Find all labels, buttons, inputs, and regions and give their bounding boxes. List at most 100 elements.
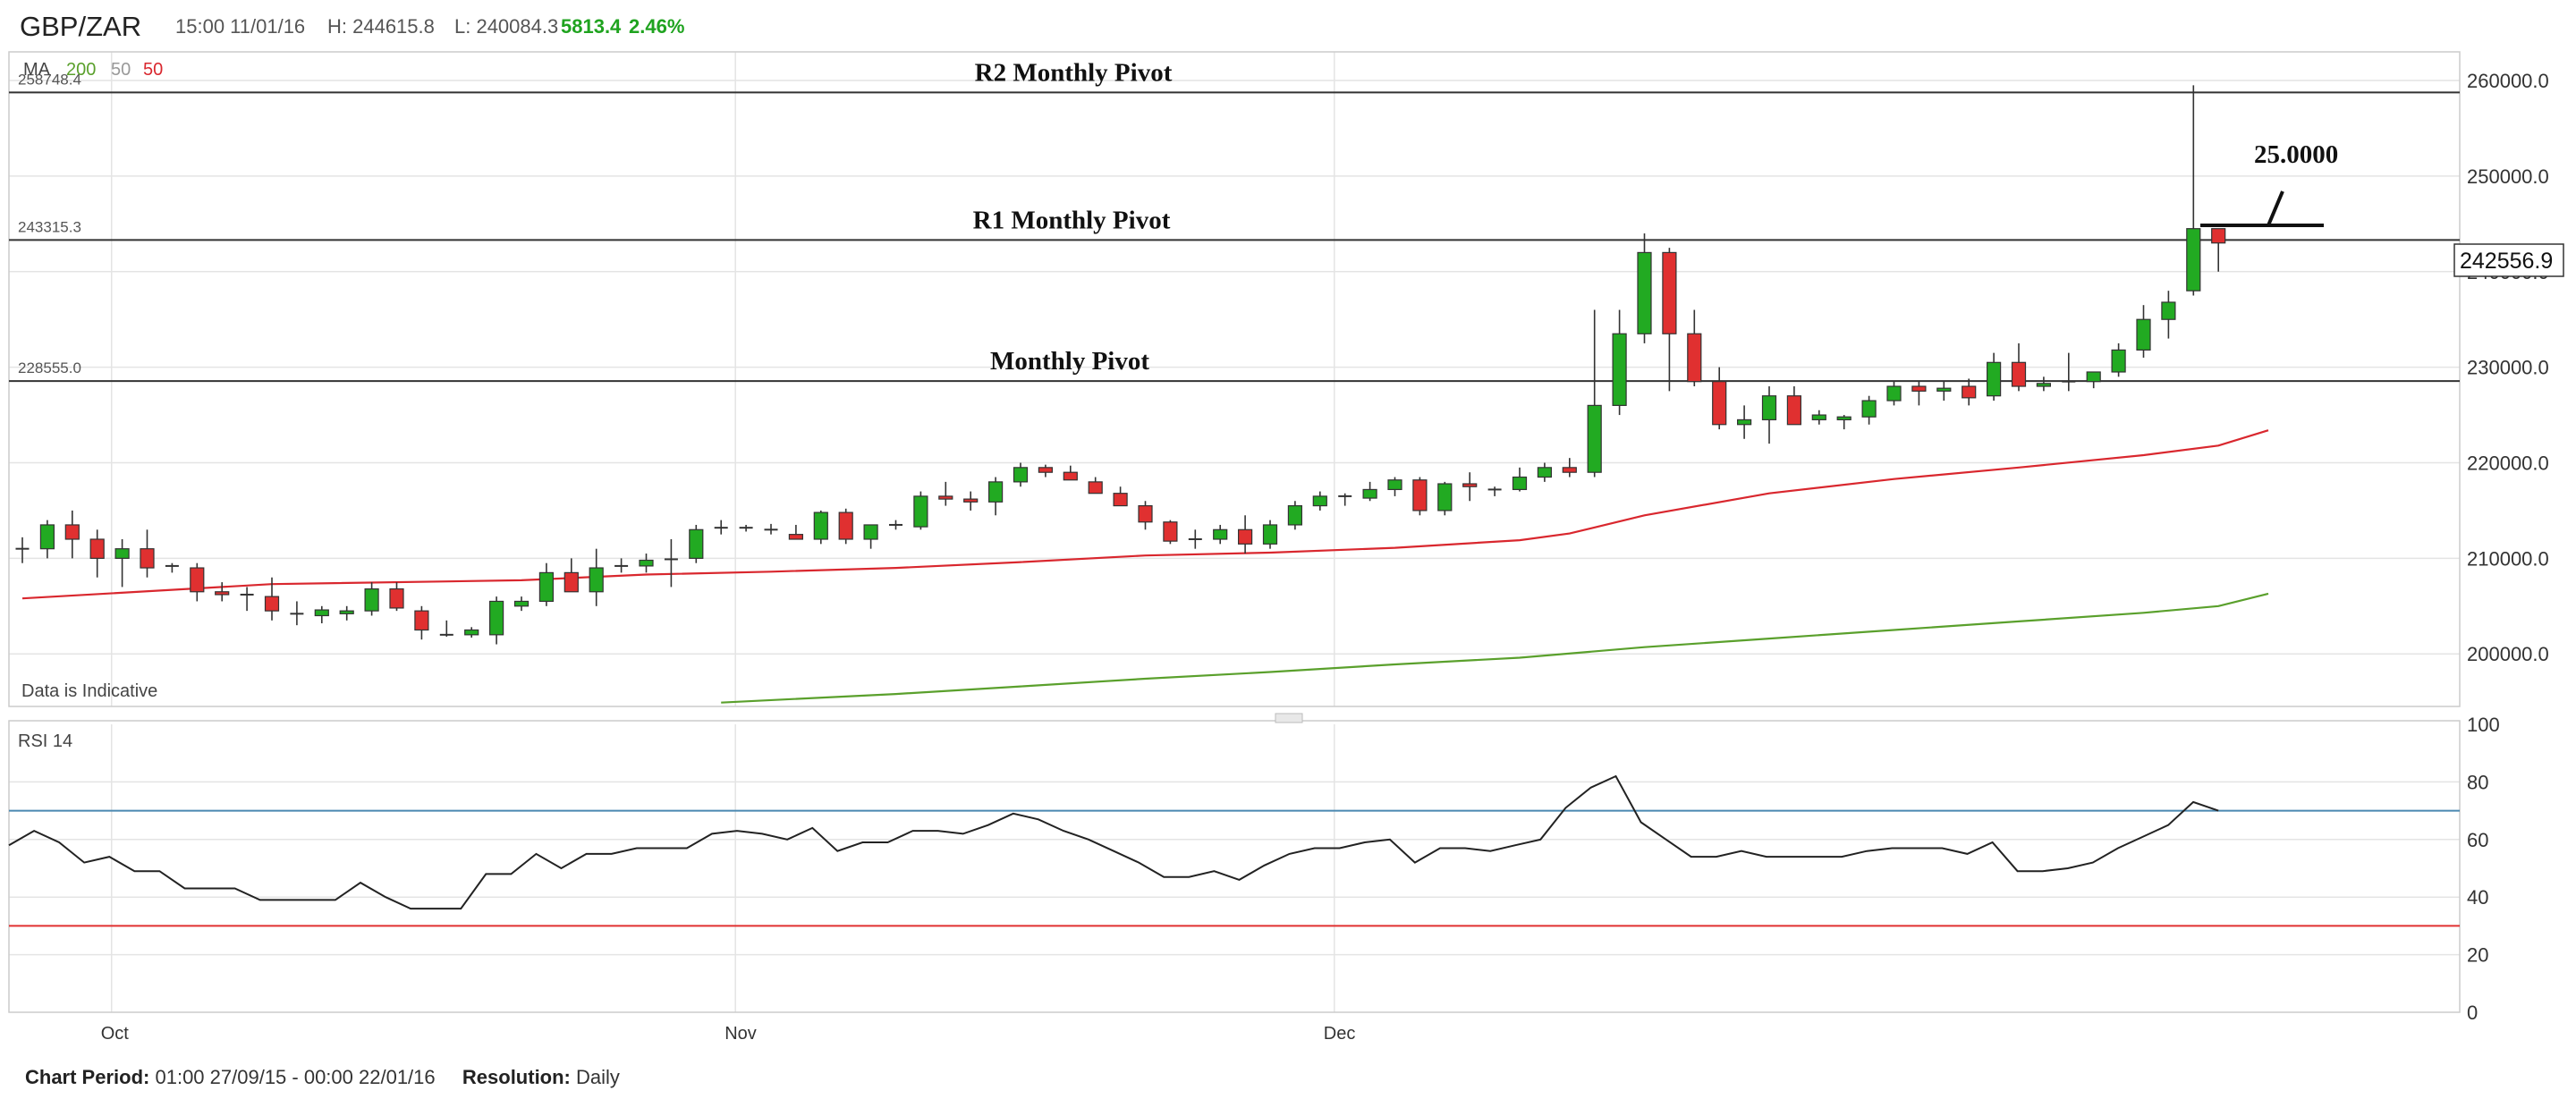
- pivot-level-label: 243315.3: [18, 218, 81, 235]
- ma-legend-200: 200: [66, 60, 96, 80]
- candle-body: [589, 567, 604, 593]
- candle-body: [1213, 528, 1228, 540]
- rsi-tick-label: 20: [2467, 944, 2488, 967]
- candle-body: [1262, 524, 1278, 545]
- rsi-indicator: [8, 774, 2460, 927]
- price-tick-label: 220000.0: [2467, 452, 2549, 475]
- current-price-value: 242556.9: [2460, 249, 2553, 274]
- candle-body: [813, 511, 828, 540]
- rsi-tick-label: 0: [2467, 1002, 2478, 1024]
- rsi-tick-label: 60: [2467, 829, 2488, 851]
- panel-resize-handle[interactable]: [1275, 713, 1303, 723]
- candle-body: [464, 629, 479, 636]
- candle-body: [364, 588, 379, 612]
- candle-body: [2161, 301, 2176, 320]
- annotation-value: 25.0000: [2254, 140, 2338, 169]
- candle-body: [1088, 481, 1103, 495]
- candle-body: [2136, 318, 2151, 351]
- candle-body: [414, 610, 429, 631]
- price-annotation: 25.0000: [2200, 140, 2338, 227]
- candle-body: [1786, 395, 1802, 426]
- candle-body: [639, 559, 654, 567]
- candle-body: [1861, 400, 1877, 418]
- month-label: Nov: [724, 1024, 757, 1044]
- month-label: Oct: [101, 1024, 130, 1044]
- candle-body: [1462, 483, 1478, 487]
- candle-body: [1038, 467, 1054, 473]
- candle-body: [2186, 228, 2201, 292]
- candle-body: [389, 588, 404, 609]
- high-value: H: 244615.8: [327, 15, 435, 38]
- candle-body: [1886, 385, 1902, 402]
- candle-body: [140, 548, 155, 569]
- rsi-tick-label: 80: [2467, 771, 2488, 793]
- price-tick-label: 260000.0: [2467, 70, 2549, 92]
- resolution-label: Resolution:: [462, 1066, 571, 1088]
- price-tick-label: 210000.0: [2467, 547, 2549, 570]
- ma-red-line: [21, 429, 2269, 600]
- candle-body: [1562, 467, 1577, 473]
- candle-body: [1237, 528, 1253, 545]
- candle-body: [2211, 228, 2226, 244]
- candle-body: [1662, 251, 1677, 334]
- candle-body: [114, 548, 130, 559]
- symbol-title: GBP/ZAR: [20, 11, 142, 42]
- candle-body: [1412, 479, 1428, 511]
- rsi-line: [8, 774, 2219, 910]
- candle-body: [1612, 333, 1627, 406]
- pivot-annotation: R2 Monthly Pivot: [975, 58, 1173, 87]
- candle-body: [1013, 467, 1029, 483]
- timestamp: 15:00 11/01/16: [175, 15, 306, 38]
- pivot-levels: 258748.4 R2 Monthly Pivot 243315.3 R1 Month…: [9, 58, 2460, 383]
- price-panel-frame: [8, 51, 2461, 707]
- candle-body: [89, 538, 105, 559]
- rsi-panel-frame: [8, 720, 2461, 1013]
- candle-body: [215, 591, 230, 596]
- pivot-level-label: 258748.4: [18, 71, 81, 88]
- ma-legend-50-red: 50: [143, 60, 163, 80]
- candle-body: [838, 511, 853, 540]
- change-percent: 2.46%: [629, 15, 685, 38]
- grid-lines: [9, 52, 2460, 1012]
- candle-body: [314, 609, 329, 617]
- candle-body: [2111, 349, 2126, 373]
- candle-body: [1962, 385, 1977, 399]
- candle-body: [1687, 333, 1702, 383]
- candle-body: [913, 495, 928, 528]
- candle-body: [538, 571, 555, 603]
- candle-body: [1712, 381, 1727, 426]
- chart-header: GBP/ZAR 15:00 11/01/16 H: 244615.8 L: 24…: [0, 0, 2576, 54]
- candle-body: [1063, 471, 1078, 481]
- rsi-tick-label: 100: [2467, 714, 2500, 736]
- price-tick-label: 200000.0: [2467, 643, 2549, 665]
- candle-body: [1936, 387, 1952, 392]
- candle-body: [1736, 418, 1752, 426]
- candle-body: [963, 498, 979, 503]
- candle-body: [1362, 488, 1377, 499]
- candle-body: [938, 495, 953, 500]
- period-label: Chart Period:: [25, 1066, 150, 1088]
- candle-body: [39, 524, 55, 550]
- candle-body: [1987, 361, 2002, 397]
- moving-averages: [21, 429, 2269, 704]
- rsi-tick-label: 40: [2467, 886, 2488, 909]
- price-tick-label: 250000.0: [2467, 165, 2549, 188]
- candle-body: [2036, 383, 2051, 387]
- chart-footer: Chart Period: 01:00 27/09/15 - 00:00 22/…: [25, 1066, 620, 1089]
- ma-green-line: [721, 592, 2269, 704]
- candles: [15, 85, 2226, 645]
- candle-body: [788, 534, 804, 540]
- candle-body: [1387, 479, 1402, 491]
- candle-body: [264, 596, 280, 612]
- pivot-annotation: Monthly Pivot: [990, 347, 1149, 376]
- ma-legend-label: MA: [23, 60, 51, 80]
- candle-body: [1512, 476, 1528, 491]
- candle-body: [564, 571, 579, 593]
- candle-body: [1911, 385, 1927, 392]
- candle-body: [1163, 521, 1178, 542]
- candle-body: [863, 524, 878, 540]
- candle-body: [190, 567, 205, 593]
- current-price-box: [2453, 243, 2564, 277]
- candle-body: [513, 600, 530, 607]
